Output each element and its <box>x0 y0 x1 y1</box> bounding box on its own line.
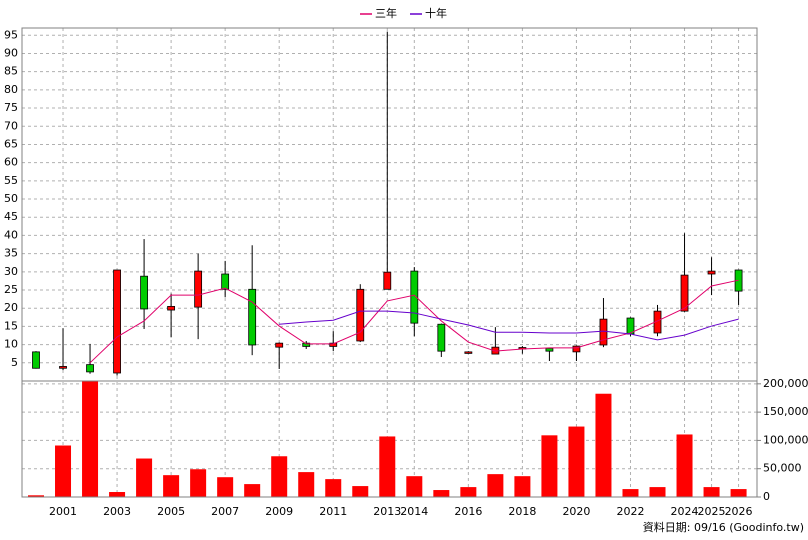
candle-body <box>275 342 284 348</box>
volume-bar <box>379 436 396 497</box>
candle-body <box>680 274 689 312</box>
volume-bar <box>676 434 693 497</box>
x-tick-label: 2011 <box>319 505 347 518</box>
volume-bar <box>271 456 288 497</box>
y-tick-label: 0 <box>763 490 770 503</box>
volume-bar <box>595 393 612 497</box>
candle-body <box>599 318 608 346</box>
x-tick-label: 2022 <box>616 505 644 518</box>
x-tick-label: 2013 <box>373 505 401 518</box>
volume-bar <box>460 487 477 497</box>
candle-body <box>572 345 581 353</box>
y-tick-label: 15 <box>4 319 18 332</box>
x-tick-label: 2016 <box>454 505 482 518</box>
y-tick-label: 40 <box>4 228 18 241</box>
y-tick-label: 200,000 <box>763 377 808 390</box>
y-tick-label: 65 <box>4 137 18 150</box>
ma-line <box>89 279 739 364</box>
y-tick-label: 50,000 <box>763 462 802 475</box>
candle-body <box>356 288 365 342</box>
candle-body <box>707 270 716 275</box>
candle-body <box>86 364 94 373</box>
volume-bar <box>217 477 234 497</box>
y-tick-label: 55 <box>4 174 18 187</box>
y-tick-label: 85 <box>4 65 18 78</box>
volume-bar <box>82 381 99 497</box>
x-tick-label: 2001 <box>49 505 77 518</box>
x-tick-label: 2024 <box>671 505 699 518</box>
volume-bar <box>568 426 585 497</box>
volume-bar <box>55 445 72 497</box>
y-tick-label: 90 <box>4 46 18 59</box>
candle-body <box>248 288 257 346</box>
candle-body <box>410 270 419 324</box>
volume-bar <box>433 490 450 497</box>
y-tick-label: 30 <box>4 265 18 278</box>
y-tick-label: 75 <box>4 101 18 114</box>
x-tick-label: 2018 <box>508 505 536 518</box>
y-tick-label: 80 <box>4 83 18 96</box>
y-tick-label: 150,000 <box>763 405 808 418</box>
volume-bar <box>109 492 126 497</box>
volume-bar <box>541 435 558 497</box>
candle-body <box>167 305 176 311</box>
volume-bar <box>163 475 180 497</box>
x-tick-label: 2025 <box>698 505 726 518</box>
candle-body <box>437 323 446 352</box>
footer-note: 資料日期: 09/16 (Goodinfo.tw) <box>643 520 804 534</box>
volume-bar <box>514 476 531 497</box>
candle-body <box>302 342 311 347</box>
volume-bar <box>325 479 342 497</box>
y-tick-label: 25 <box>4 283 18 296</box>
volume-bar <box>28 495 44 497</box>
x-tick-label: 2014 <box>400 505 428 518</box>
y-tick-label: 45 <box>4 210 18 223</box>
candle-body <box>464 351 473 354</box>
y-tick-label: 35 <box>4 247 18 260</box>
y-tick-label: 50 <box>4 192 18 205</box>
volume-bar <box>487 474 504 497</box>
x-tick-label: 2009 <box>265 505 293 518</box>
candle-body <box>383 271 392 290</box>
volume-bar <box>730 489 747 497</box>
candle-body <box>59 366 67 369</box>
volume-bar <box>190 469 207 497</box>
volume-bar <box>406 476 423 497</box>
x-tick-label: 2007 <box>211 505 239 518</box>
candle-body <box>329 342 338 347</box>
x-tick-label: 2003 <box>103 505 131 518</box>
x-tick-label: 2005 <box>157 505 185 518</box>
candle-body <box>545 347 554 352</box>
ma-line <box>279 310 739 341</box>
x-tick-label: 2026 <box>725 505 753 518</box>
volume-bar <box>244 484 261 497</box>
y-tick-label: 20 <box>4 301 18 314</box>
candle-body <box>140 275 148 310</box>
volume-bar <box>703 487 720 497</box>
y-tick-label: 10 <box>4 338 18 351</box>
y-tick-label: 5 <box>11 356 18 369</box>
candle-body <box>221 273 230 290</box>
volume-bar <box>136 458 153 497</box>
y-tick-label: 100,000 <box>763 433 808 446</box>
candle-body <box>113 269 121 374</box>
volume-bar <box>649 487 666 497</box>
volume-frame <box>21 380 758 498</box>
candle-body <box>194 270 203 308</box>
plot-background <box>22 28 757 497</box>
layer: 5101520253035404550556065707580859095050… <box>4 6 808 518</box>
legend-label: 十年 <box>425 6 447 20</box>
volume-bar <box>622 489 639 497</box>
legend-label: 三年 <box>375 6 397 20</box>
y-tick-label: 70 <box>4 119 18 132</box>
x-tick-label: 2020 <box>562 505 590 518</box>
y-tick-label: 60 <box>4 156 18 169</box>
volume-bar <box>352 486 369 497</box>
candle-body <box>32 351 40 369</box>
y-tick-label: 95 <box>4 28 18 41</box>
volume-bar <box>298 472 315 497</box>
